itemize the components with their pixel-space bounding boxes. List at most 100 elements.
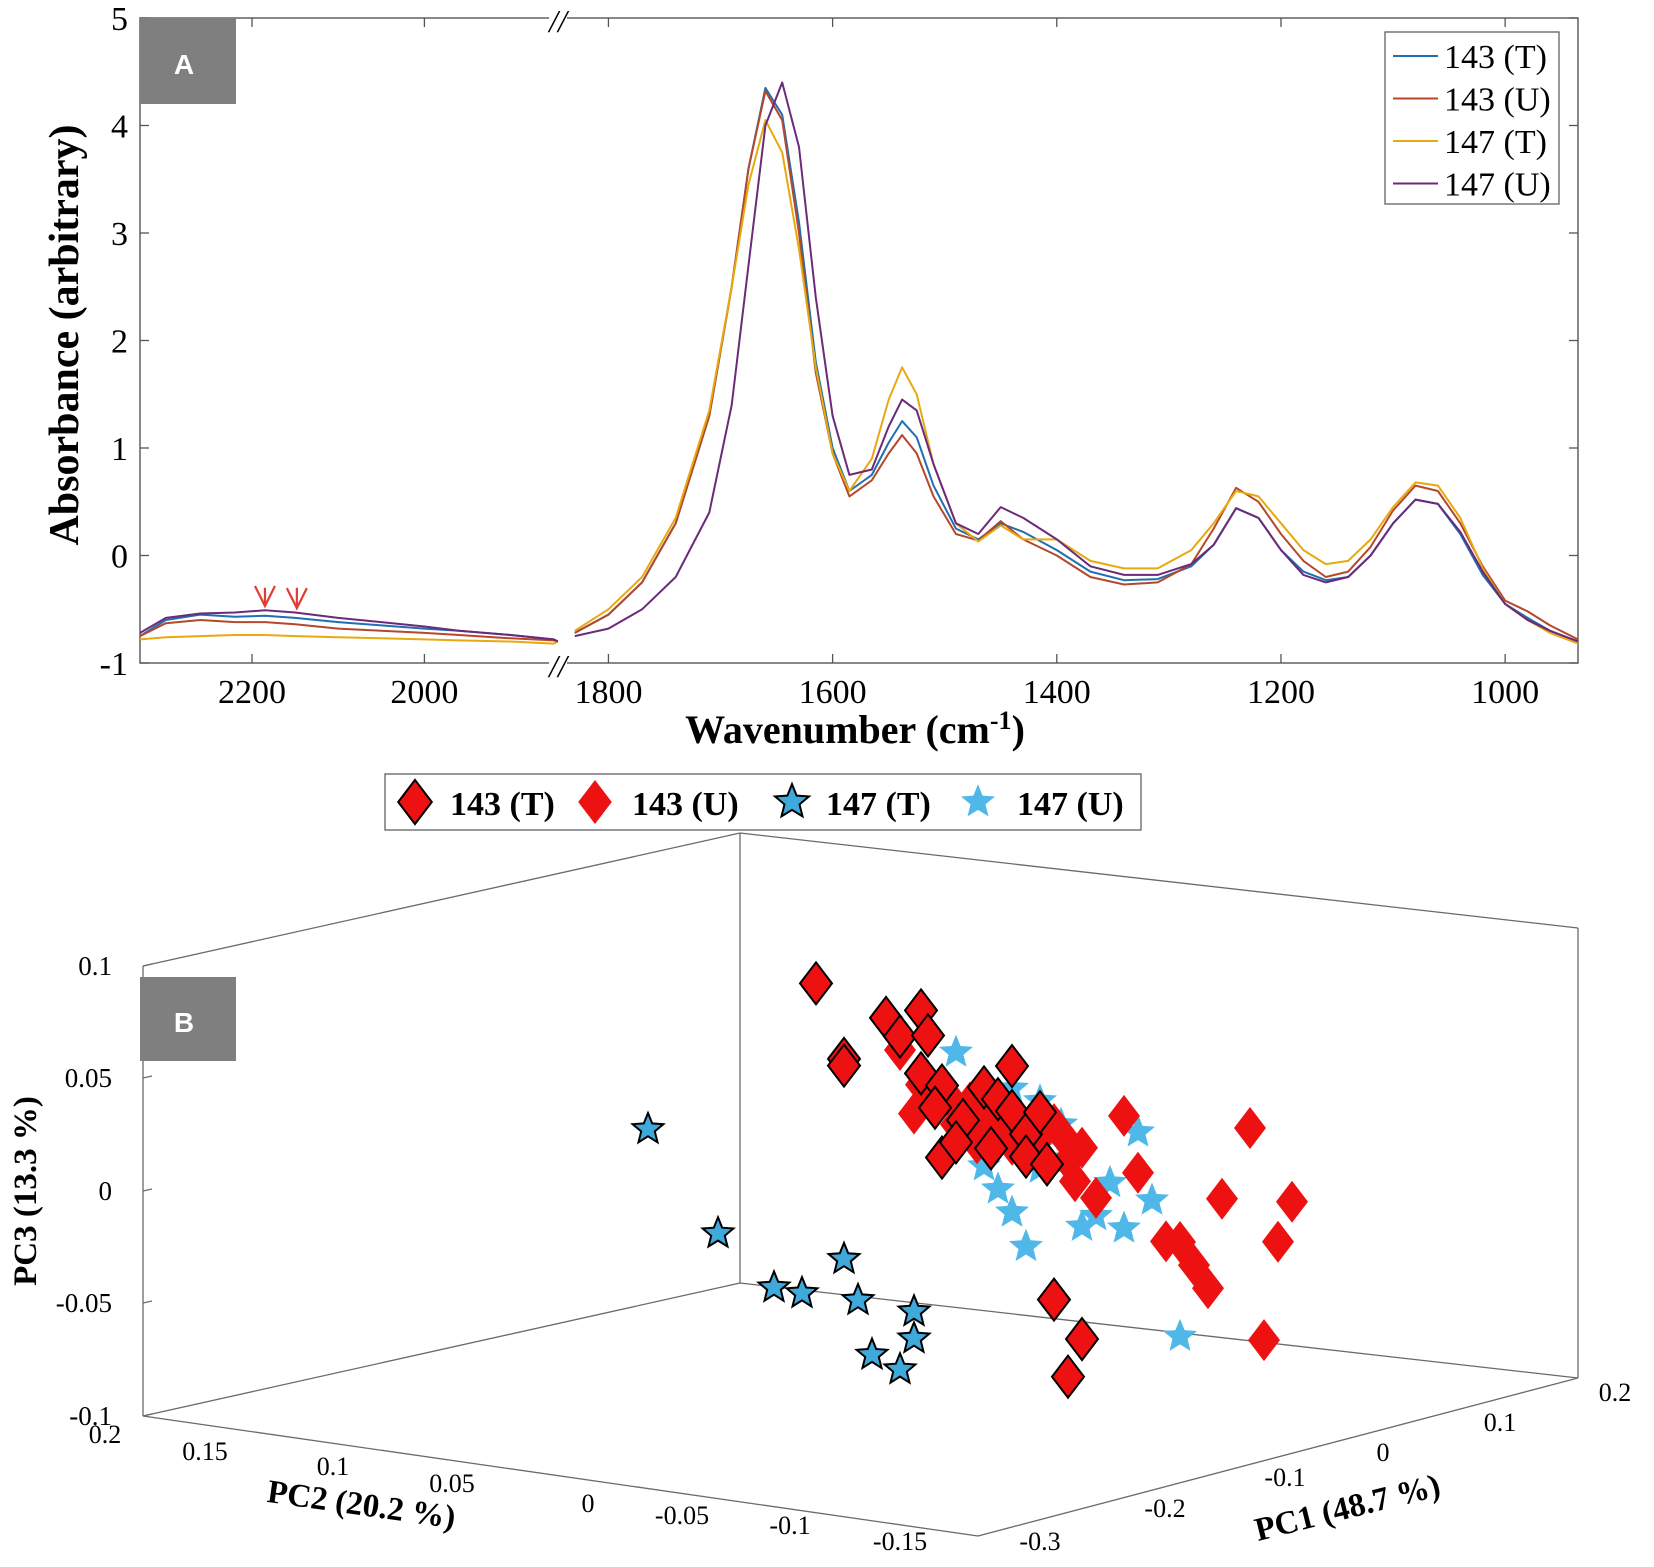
box-edge	[739, 1282, 1579, 1379]
panel-a-label-box	[140, 18, 236, 104]
panel-b-label-box	[140, 977, 236, 1061]
legend-entry-label: 147 (T)	[1444, 124, 1547, 161]
pc3-tick-label: 0	[99, 1176, 113, 1206]
scatter-point	[1135, 1182, 1169, 1215]
scatter-point	[1121, 1114, 1155, 1147]
scatter-point	[1029, 1141, 1065, 1187]
z-tick-mark	[142, 1300, 153, 1304]
box-edge	[142, 1282, 741, 1417]
pc2-tick-label: -0.05	[655, 1501, 709, 1530]
axis-break-mask	[549, 6, 567, 30]
z-tick-mark	[142, 1188, 153, 1192]
series-line-right-segment	[574, 90, 1578, 641]
legend-marker-star	[961, 784, 995, 817]
scatter-point	[1065, 1208, 1099, 1241]
legend-marker-diamond	[396, 778, 434, 826]
pc2-tick-label: 0.1	[317, 1452, 350, 1481]
scatter-point	[995, 1194, 1029, 1227]
legend-marker-diamond	[578, 779, 612, 825]
pc2-tick-label: -0.15	[873, 1527, 927, 1556]
scatter-point	[1107, 1210, 1141, 1243]
legend-marker-star	[772, 781, 812, 819]
pc1-tick-label: 0.1	[1484, 1408, 1517, 1437]
y-tick-label: 5	[111, 1, 128, 38]
scatter-point	[939, 1034, 973, 1067]
pc3-axis-label: PC3 (13.3 %)	[8, 1096, 44, 1286]
pc1-tick-label: 0.2	[1599, 1378, 1632, 1407]
z-tick-mark	[142, 1413, 153, 1417]
scatter-group-147-t	[630, 1110, 932, 1385]
arrow-head	[253, 585, 276, 609]
z-tick-mark	[142, 1075, 153, 1079]
panel-b-legend-box	[384, 773, 1142, 831]
panel-b-label: B	[174, 1007, 194, 1038]
scatter-point	[826, 1240, 862, 1275]
scatter-point	[994, 1043, 1030, 1089]
pc2-tick-label: 0.2	[89, 1420, 122, 1449]
scatter-point	[917, 1085, 953, 1131]
scatter-point	[910, 1012, 946, 1059]
pc2-tick-label: -0.1	[769, 1511, 810, 1540]
y-tick-label: 4	[111, 109, 128, 146]
pc1-tick-label: 0	[1377, 1438, 1390, 1467]
pc1-tick-label: -0.2	[1144, 1494, 1185, 1523]
scatter-point	[700, 1214, 736, 1249]
panel-b-legend: 143 (T) 143 (U) 147 (T) 147 (U)	[384, 773, 1142, 831]
box-edge	[977, 1377, 1579, 1537]
series-line-143-u	[140, 90, 1578, 643]
y-tick-label: 0	[111, 539, 128, 576]
scatter-point	[826, 1042, 862, 1089]
series-line-left-segment	[140, 609, 558, 643]
series-line-right-segment	[574, 81, 1578, 643]
axis-break-glyph: //	[547, 3, 570, 39]
scatter-point	[882, 1013, 918, 1060]
scatter-point	[1009, 1228, 1043, 1262]
pc3-tick-label: -0.05	[56, 1288, 112, 1318]
scatter-point	[973, 1125, 1009, 1172]
arrow-head	[285, 587, 308, 611]
scatter-point	[1036, 1276, 1072, 1323]
pc3-tick-label: 0.05	[65, 1063, 112, 1093]
scatter-point	[630, 1110, 666, 1145]
legend-entry-label: 147 (U)	[1444, 167, 1551, 204]
scatter-point	[1050, 1354, 1086, 1400]
scatter-point	[1206, 1177, 1238, 1220]
red-arrow-annotation	[285, 587, 308, 611]
y-tick-label: 2	[111, 324, 128, 361]
scatter-point	[756, 1268, 792, 1303]
panel-a-spectra-chart: // // 2200 2000 1800 1600 1400 1200 1000 -1 0 1 2 3…	[42, 1, 1579, 752]
scatter-point	[938, 1119, 974, 1166]
scatter-point	[1108, 1094, 1140, 1137]
box-edge	[739, 832, 1579, 929]
scatter-point	[1059, 1160, 1091, 1203]
z-tick-mark	[142, 963, 153, 967]
scatter-point	[854, 1335, 890, 1371]
x-tick-label: 1800	[574, 674, 642, 711]
scatter-point	[1022, 1089, 1058, 1135]
legend-entry-label: 143 (T)	[1444, 39, 1547, 76]
legend-entry-label: 147 (T)	[826, 786, 931, 823]
pca-3d-box	[142, 832, 1579, 1537]
scatter-point	[1064, 1316, 1100, 1362]
scatter-point	[1093, 1164, 1127, 1198]
x-tick-label: 1200	[1247, 674, 1315, 711]
x-tick-label: 2200	[218, 674, 286, 711]
box-edge	[142, 1415, 979, 1537]
scatter-point	[896, 1319, 932, 1354]
x-tick-label: 1600	[799, 674, 867, 711]
y-tick-label: -1	[100, 646, 128, 683]
panel-a-label: A	[174, 49, 194, 80]
scatter-point	[1122, 1151, 1154, 1194]
series-line-left-segment	[140, 619, 558, 643]
scatter-point	[1234, 1107, 1266, 1149]
scatter-point	[967, 1148, 1001, 1181]
series-line-left-segment	[140, 634, 558, 645]
pc2-tick-label: 0.15	[182, 1437, 228, 1466]
scatter-point	[981, 1171, 1015, 1204]
panel-a-plot-frame	[139, 17, 1579, 664]
legend-entry-label: 143 (U)	[632, 786, 739, 823]
legend-entry-label: 147 (U)	[1017, 786, 1124, 823]
x-tick-label: 1400	[1023, 674, 1091, 711]
x-tick-label: 2000	[390, 674, 458, 711]
pc3-tick-label: -0.1	[69, 1401, 112, 1431]
